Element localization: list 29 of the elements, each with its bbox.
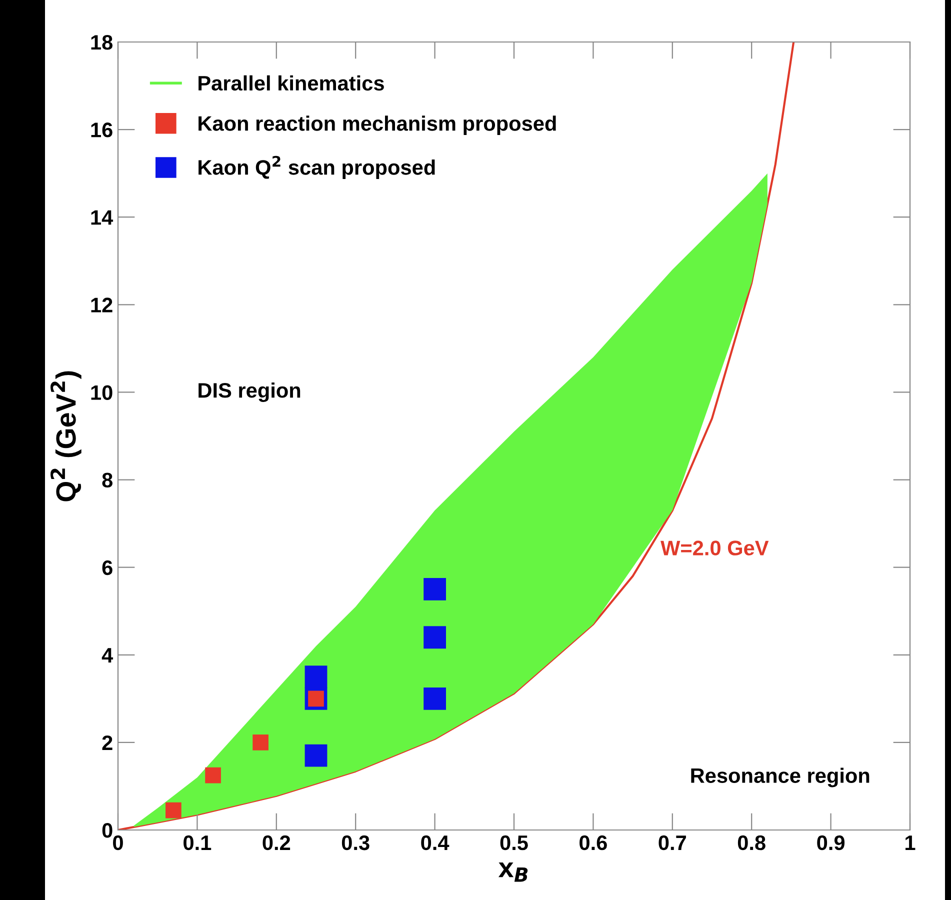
y-tick-label: 4 (102, 648, 114, 662)
y-tick-label: 12 (91, 298, 112, 312)
x-tick-label: 0.2 (262, 835, 290, 850)
legend-label: Kaon reaction mechanism proposed (198, 116, 556, 136)
annotation: Resonance region (691, 768, 870, 788)
y-tick-label: 14 (91, 210, 114, 225)
legend-label: Kaon Q$^{2}$ scan proposed (198, 156, 435, 179)
x-tick-label: 0.6 (580, 835, 607, 850)
y-tick-label: 6 (102, 560, 112, 576)
annotation: DIS region (198, 382, 300, 402)
x-tick-label: 0.4 (421, 835, 450, 850)
x-tick-label: 0.7 (658, 835, 686, 850)
x-tick-label: 0.5 (500, 835, 528, 850)
legend-label: Parallel kinematics (198, 75, 384, 91)
y-tick-label: 8 (102, 472, 112, 488)
y-axis-title: Q$^{2}$ (GeV$^{2}$) (50, 371, 82, 502)
x-tick-label: 1 (906, 836, 916, 850)
y-tick-label: 0 (102, 823, 112, 838)
y-tick-label: 2 (102, 735, 112, 750)
y-tick-label: 16 (91, 122, 112, 138)
x-axis-title: x$_{B}$ (498, 862, 528, 882)
x-tick-label: 0.3 (342, 835, 370, 850)
x-tick-label: 0.9 (817, 835, 845, 850)
y-tick-label: 10 (91, 385, 112, 400)
series-label: W=2.0 GeV (660, 540, 769, 556)
x-tick-label: 0.8 (738, 835, 766, 850)
x-tick-label: 0 (113, 835, 123, 850)
x-tick-label: 0.1 (184, 835, 212, 850)
y-tick-label: 18 (91, 35, 112, 50)
